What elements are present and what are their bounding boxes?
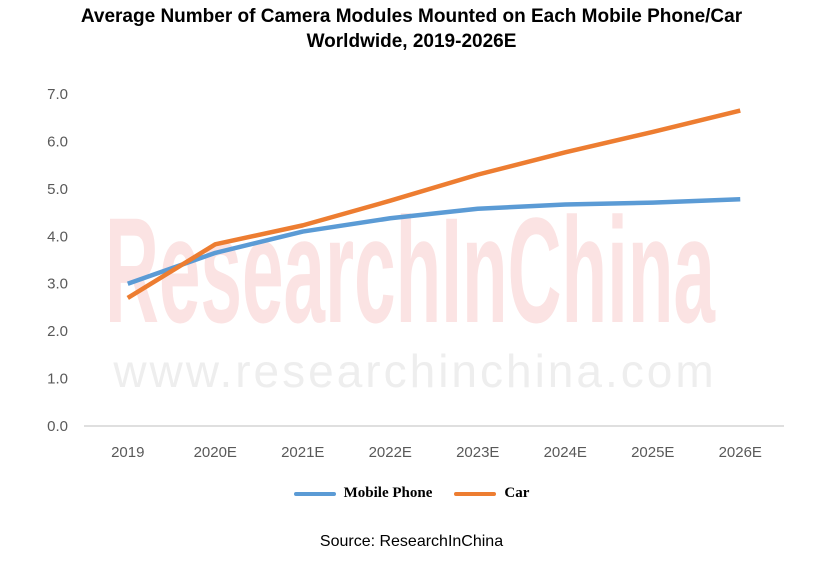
y-tick-label: 0.0 bbox=[47, 418, 68, 435]
x-tick-label: 2020E bbox=[194, 444, 237, 461]
series-line-mobile-phone bbox=[127, 197, 741, 286]
x-tick-label: 2026E bbox=[719, 444, 762, 461]
legend-swatch-car bbox=[454, 491, 497, 496]
x-tick-label: 2025E bbox=[631, 444, 674, 461]
legend-item-car: Car bbox=[454, 485, 529, 502]
x-tick-label: 2023E bbox=[456, 444, 499, 461]
series-line-car bbox=[126, 108, 741, 300]
y-tick-label: 2.0 bbox=[47, 323, 68, 340]
chart-title-line1: Average Number of Camera Modules Mounted… bbox=[80, 6, 743, 27]
y-tick-label: 4.0 bbox=[47, 228, 68, 245]
y-tick-label: 7.0 bbox=[47, 86, 68, 103]
watermark-url: www.researchinchina.com bbox=[112, 345, 716, 397]
x-tick-label: 2019 bbox=[111, 444, 144, 461]
legend-label-car: Car bbox=[504, 485, 530, 501]
chart-title-line2: Worldwide, 2019-2026E bbox=[306, 31, 517, 52]
chart-title: Average Number of Camera Modules Mounted… bbox=[0, 4, 823, 54]
source-note: Source: ResearchInChina bbox=[319, 533, 504, 550]
x-tick-label: 2021E bbox=[281, 444, 324, 461]
x-tick-label: 2024E bbox=[544, 444, 587, 461]
y-tick-label: 5.0 bbox=[47, 181, 68, 198]
y-tick-label: 6.0 bbox=[47, 133, 68, 150]
watermark-main: ResearchInChina bbox=[105, 186, 716, 354]
legend: Mobile Phone Car bbox=[0, 485, 823, 502]
series-lines bbox=[126, 108, 741, 300]
axes: 0.0 1.0 2.0 3.0 4.0 5.0 6.0 7.0 2019 2020E 2021E 20… bbox=[47, 86, 784, 461]
x-tick-label: 2022E bbox=[369, 444, 412, 461]
y-tick-label: 1.0 bbox=[47, 371, 68, 388]
legend-item-mobile-phone: Mobile Phone bbox=[293, 485, 433, 502]
y-tick-label: 3.0 bbox=[47, 276, 68, 293]
legend-swatch-mobile-phone bbox=[293, 491, 336, 496]
legend-label-mobile-phone: Mobile Phone bbox=[343, 485, 433, 501]
